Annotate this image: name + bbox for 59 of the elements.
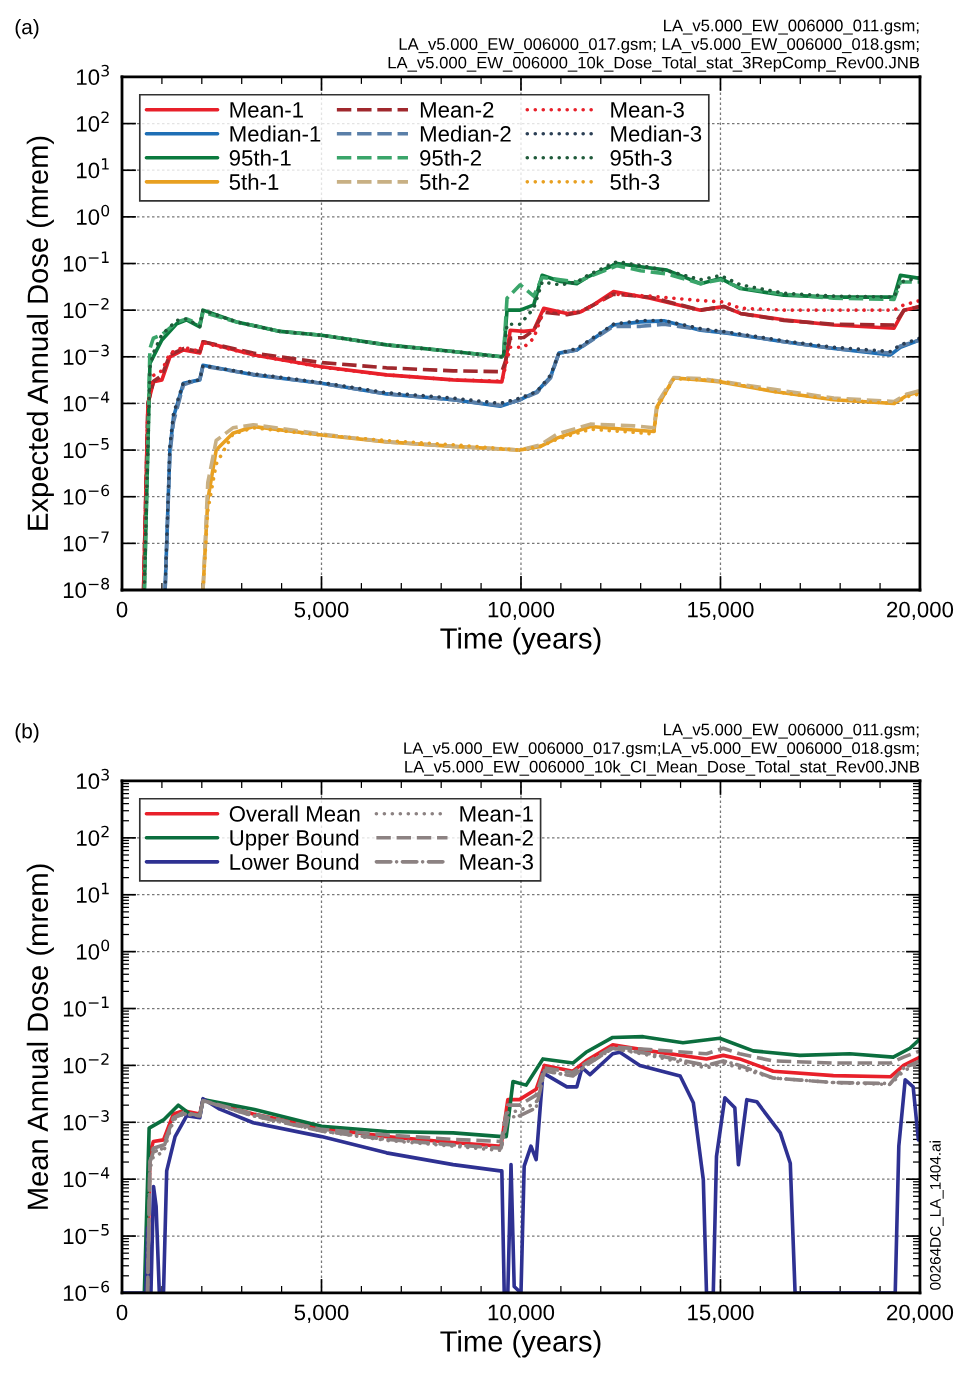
legend-label: 95th-1 (229, 149, 291, 166)
x-axis-title: Time (years) (440, 627, 601, 655)
x-tick-label: 20,000 (887, 601, 954, 621)
legend-label: Mean-2 (420, 101, 494, 118)
y-tick-label: 10$^{−2}$ (63, 1053, 109, 1074)
legend-label: 95th-3 (610, 149, 672, 166)
y-tick-label: 10$^{−6}$ (63, 1280, 110, 1302)
legend-label: Median-3 (611, 125, 702, 142)
y-tick-label: 10$^{−1}$ (63, 251, 109, 272)
legend-label: Mean-3 (460, 854, 533, 870)
y-tick-label: 10$^{−3}$ (63, 1110, 109, 1131)
x-tick-label: 5,000 (294, 601, 349, 621)
x-tick-label: 15,000 (688, 601, 754, 621)
y-tick-label: 10$^{0}$ (77, 204, 110, 225)
chart-title: (b) (15, 723, 39, 743)
y-tick-label: 10$^{−8}$ (63, 577, 110, 599)
legend-label: Median-2 (420, 125, 511, 142)
legend-label: Median-1 (230, 125, 321, 142)
y-tick-label: 10$^{−7}$ (63, 531, 109, 552)
y-tick-label: 10$^{−1}$ (63, 996, 109, 1017)
x-tick-label: 10,000 (488, 1304, 555, 1323)
legend-label: Mean-1 (460, 806, 533, 822)
x-tick-label: 20,000 (887, 1304, 954, 1323)
y-tick-label: 10$^{−4}$ (63, 1167, 110, 1188)
y-tick-label: 10$^{−4}$ (63, 391, 110, 412)
y-tick-label: 10$^{1}$ (77, 882, 109, 903)
y-tick-label: 10$^{−6}$ (63, 484, 110, 505)
legend-label: Mean-3 (611, 101, 684, 118)
legend-label: 5th-2 (419, 173, 469, 190)
y-tick-label: 10$^{0}$ (77, 939, 110, 960)
text: LA_v5.000_EW_006000_011.gsm; LA_v5.000_EW_006000_017.gsm; LA_v5.000_EW_006000_018.gsm; LA_v5.000_EW_006000_10k_Dose_Total_stat_3RepComp_Rev00.JNB (388, 19, 920, 72)
x-tick-label: 5,000 (294, 1304, 349, 1323)
y-axis-title: Mean Annual Dose (mrem) (26, 864, 54, 1209)
y-tick-label: 10$^{3}$ (77, 64, 109, 86)
x-axis-title: Time (years) (440, 1330, 601, 1358)
y-tick-label: 10$^{−5}$ (63, 438, 109, 459)
y-tick-label: 10$^{3}$ (77, 768, 109, 790)
x-tick-label: 10,000 (488, 601, 555, 621)
y-tick-label: 10$^{−5}$ (63, 1224, 109, 1245)
y-tick-label: 10$^{−2}$ (63, 297, 109, 319)
y-tick-label: 10$^{2}$ (77, 111, 109, 132)
y-axis-title: Expected Annual Dose (mrem) (26, 136, 54, 530)
legend-label: Mean-2 (460, 830, 533, 846)
x-tick-label: 0 (116, 1304, 128, 1321)
y-tick-label: 10$^{−3}$ (63, 344, 109, 365)
x-tick-label: 15,000 (688, 1304, 754, 1323)
legend-label: Upper Bound (230, 829, 359, 851)
legend-label: 95th-2 (420, 149, 481, 166)
legend-label: Overall Mean (229, 805, 360, 822)
text: 00264DC_LA_1404.ai (929, 1141, 944, 1290)
legend-label: 5th-3 (610, 173, 660, 190)
y-tick-label: 10$^{2}$ (77, 825, 109, 846)
text: LA_v5.000_EW_006000_011.gsm; LA_v5.000_EW_006000_017.gsm;LA_v5.000_EW_006000_018.gsm; LA_v5.000_EW_006000_10k_CI_Mean_Dose_Total_stat_Rev00.JNB (404, 723, 920, 776)
y-tick-label: 10$^{1}$ (77, 158, 109, 179)
chart-title: (a) (15, 19, 39, 39)
legend-label: Mean-1 (230, 102, 303, 118)
legend-label: Lower Bound (230, 853, 359, 870)
x-tick-label: 0 (116, 601, 128, 618)
legend-label: 5th-1 (229, 173, 279, 190)
